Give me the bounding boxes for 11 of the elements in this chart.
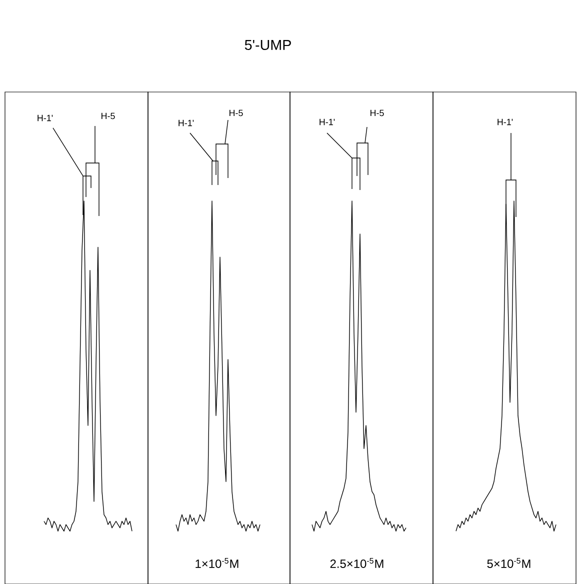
text: H-1' <box>38 114 53 122</box>
text: H-5 <box>230 110 243 116</box>
text: 2.5×10$^{-5}$M <box>330 558 384 568</box>
text: H-5 <box>102 112 115 120</box>
text: H-1' <box>498 118 513 126</box>
chart-title: 5'-UMP <box>244 40 291 50</box>
text: H-1' <box>320 118 335 126</box>
text: 1×10$^{-5}$M <box>196 558 238 568</box>
text: H-1' <box>178 120 194 126</box>
text: H-5 <box>370 110 384 116</box>
text: 5×10$^{-5}$M <box>487 558 530 568</box>
